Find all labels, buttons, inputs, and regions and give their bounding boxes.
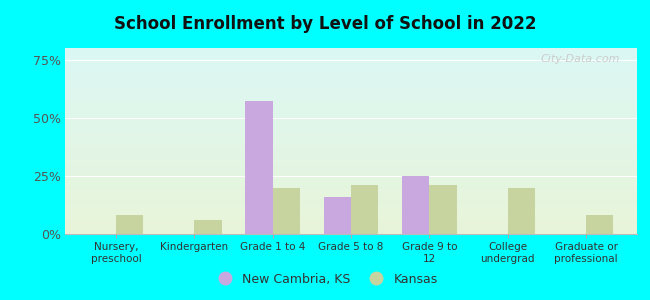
Bar bbox=[272, 188, 300, 234]
Bar bbox=[430, 185, 457, 234]
Bar bbox=[194, 220, 222, 234]
Bar bbox=[116, 215, 144, 234]
Legend: New Cambria, KS, Kansas: New Cambria, KS, Kansas bbox=[207, 268, 443, 291]
Bar bbox=[245, 101, 272, 234]
Bar bbox=[351, 185, 378, 234]
Bar bbox=[324, 197, 351, 234]
Text: City-Data.com: City-Data.com bbox=[540, 54, 620, 64]
Bar bbox=[402, 176, 430, 234]
Bar bbox=[586, 215, 614, 234]
Text: School Enrollment by Level of School in 2022: School Enrollment by Level of School in … bbox=[114, 15, 536, 33]
Bar bbox=[508, 188, 535, 234]
